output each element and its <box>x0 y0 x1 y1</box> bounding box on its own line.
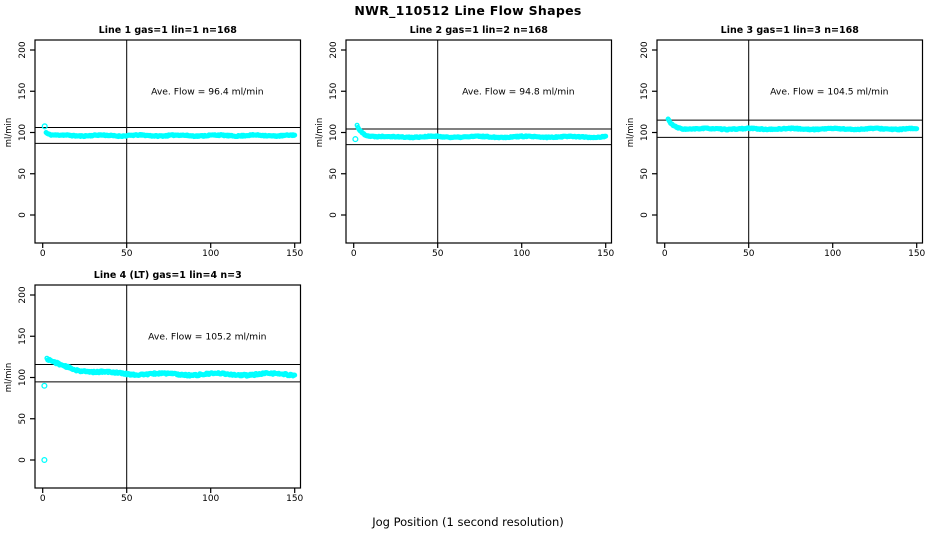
x-tick-label: 150 <box>597 249 614 259</box>
x-tick-label: 0 <box>40 249 46 259</box>
y-tick-label: 50 <box>18 168 28 180</box>
outlier-point <box>352 136 359 143</box>
y-tick-label: 200 <box>640 41 650 58</box>
data-points <box>354 122 609 141</box>
y-tick-label: 100 <box>18 369 28 386</box>
y-tick-label: 0 <box>640 212 650 218</box>
y-tick-label: 0 <box>18 212 28 218</box>
y-tick-label: 100 <box>329 124 339 141</box>
ave-flow-annotation: Ave. Flow = 94.8 ml/min <box>462 86 575 97</box>
x-tick-label: 0 <box>351 249 357 259</box>
ave-flow-annotation: Ave. Flow = 96.4 ml/min <box>151 86 264 97</box>
y-tick-label: 150 <box>18 82 28 99</box>
figure-title: NWR_110512 Line Flow Shapes <box>354 3 582 18</box>
x-tick-label: 150 <box>286 249 303 259</box>
plot-box <box>34 39 302 244</box>
outlier-point <box>41 123 48 130</box>
data-points <box>44 355 298 379</box>
y-tick-label: 50 <box>18 413 28 425</box>
y-tick-label: 200 <box>18 286 28 303</box>
panel-line2: 0 50 100 150 200 0 50 100 150 Line 2 gas=1 lin=2 … <box>315 25 615 259</box>
panel-line4: 0 50 100 150 200 0 50 100 150 Line 4 (LT) gas=1 l… <box>4 270 304 504</box>
ave-flow-annotation: Ave. Flow = 105.2 ml/min <box>148 331 267 342</box>
panel-line3: 0 50 100 150 200 0 50 100 150 Line 3 gas=1 lin=3 … <box>626 25 926 259</box>
data-points <box>43 129 298 140</box>
x-tick-label: 100 <box>824 249 841 259</box>
x-tick-label: 50 <box>121 494 133 504</box>
x-tick-label: 100 <box>513 249 530 259</box>
plot-box <box>34 284 302 489</box>
y-axis-label: ml/min <box>315 118 325 148</box>
figure-xlabel: Jog Position (1 second resolution) <box>372 515 564 529</box>
data-point <box>603 133 609 139</box>
outlier-point <box>41 456 48 464</box>
data-point <box>292 132 298 138</box>
x-tick-label: 50 <box>743 249 755 259</box>
y-tick-label: 100 <box>640 124 650 141</box>
data-points <box>665 116 920 133</box>
panel-title: Line 1 gas=1 lin=1 n=168 <box>99 25 238 36</box>
y-tick-label: 150 <box>329 82 339 99</box>
x-tick-label: 0 <box>40 494 46 504</box>
y-tick-label: 200 <box>329 41 339 58</box>
y-tick-label: 50 <box>640 168 650 180</box>
panel-line1: 0 50 100 150 200 0 50 100 150 Line 1 gas=1 lin=1 … <box>4 25 304 259</box>
data-point <box>292 372 298 378</box>
x-tick-label: 50 <box>432 249 444 259</box>
x-tick-label: 0 <box>662 249 668 259</box>
y-tick-label: 0 <box>329 212 339 218</box>
y-tick-label: 100 <box>18 124 28 141</box>
y-tick-label: 200 <box>18 41 28 58</box>
y-tick-label: 150 <box>640 82 650 99</box>
ave-flow-annotation: Ave. Flow = 104.5 ml/min <box>770 86 889 97</box>
y-tick-label: 50 <box>329 168 339 180</box>
outlier-point <box>41 382 48 389</box>
panel-title: Line 3 gas=1 lin=3 n=168 <box>721 25 860 36</box>
x-tick-label: 100 <box>202 249 219 259</box>
y-tick-label: 150 <box>18 327 28 344</box>
panel-title: Line 2 gas=1 lin=2 n=168 <box>410 25 549 36</box>
x-tick-label: 150 <box>286 494 303 504</box>
y-axis-label: ml/min <box>4 118 14 148</box>
x-tick-label: 150 <box>908 249 925 259</box>
data-point <box>914 126 920 132</box>
y-axis-label: ml/min <box>626 118 636 148</box>
plot-box <box>656 39 924 244</box>
x-tick-label: 100 <box>202 494 219 504</box>
y-tick-label: 0 <box>18 457 28 463</box>
panel-title: Line 4 (LT) gas=1 lin=4 n=3 <box>94 270 242 281</box>
plot-box <box>345 39 613 244</box>
y-axis-label: ml/min <box>4 363 14 393</box>
x-tick-label: 50 <box>121 249 133 259</box>
